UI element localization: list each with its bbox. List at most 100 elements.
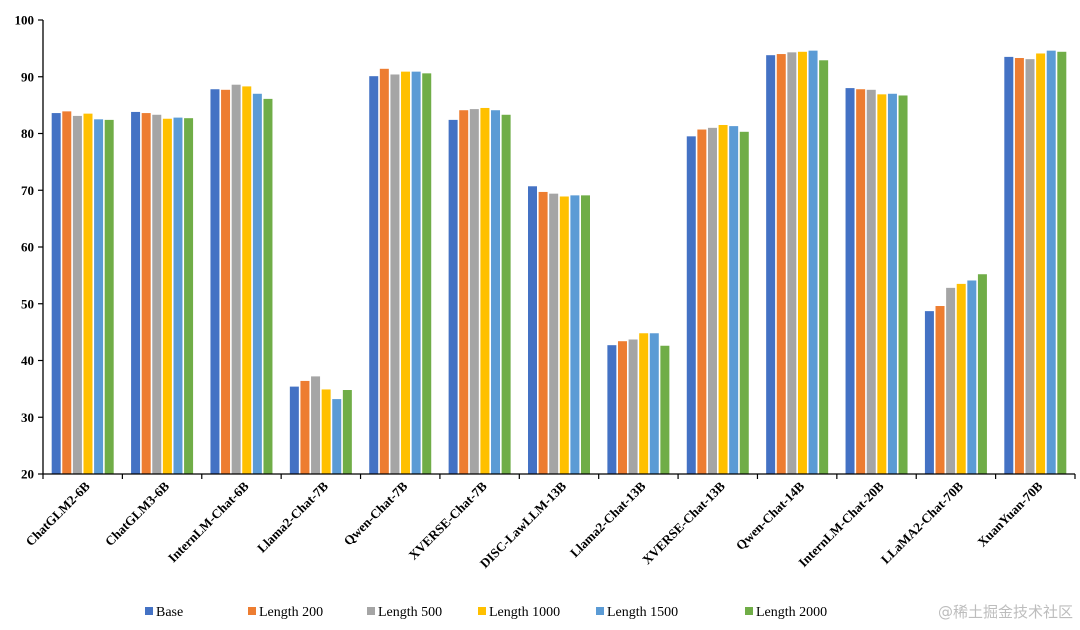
y-axis: 20 30 40 50 60 70 80 90 100 [15,13,44,482]
bar-3-2 [311,376,321,474]
bar-0-4 [94,119,104,474]
y-tick-label: 90 [21,69,34,84]
y-tick-label: 20 [21,467,34,482]
bar-3-4 [332,399,342,474]
bar-9-2 [787,52,797,474]
bar-6-3 [559,196,569,475]
y-tick-label: 50 [21,296,34,311]
legend-swatch [367,607,375,615]
x-category-label: Qwen-Chat-7B [341,478,411,548]
bar-6-1 [538,191,548,474]
bar-1-3 [162,118,172,474]
legend-swatch [745,607,753,615]
bar-12-3 [1036,53,1046,474]
bar-9-4 [808,50,818,475]
x-category-label: InternLM-Chat-20B [795,478,887,570]
bar-8-4 [729,126,739,475]
bar-11-5 [977,274,987,474]
bar-0-1 [62,111,72,475]
x-category-label: InternLM-Chat-6B [165,478,252,565]
bar-1-4 [173,117,183,475]
bar-9-3 [797,51,807,474]
bar-3-1 [300,380,310,474]
bar-2-3 [242,86,252,475]
bar-4-1 [379,68,389,475]
legend-swatch [478,607,486,615]
bar-8-1 [697,129,707,474]
bar-1-5 [184,118,194,475]
bar-4-2 [390,74,400,474]
y-tick-label: 30 [21,410,34,425]
bar-7-1 [617,341,627,474]
bar-7-3 [639,333,649,474]
bar-7-5 [660,345,670,474]
bar-5-0 [448,119,458,474]
bar-5-4 [491,110,501,474]
x-category-label: LLaMA2-Chat-70B [878,478,966,566]
bar-5-5 [501,114,511,475]
bar-8-0 [686,136,696,474]
bar-2-2 [231,84,241,474]
x-category-label: Llama2-Chat-7B [254,478,331,555]
bar-6-5 [581,195,590,475]
bar-3-5 [342,390,352,474]
legend: Base Length 200 Length 500 Length 1000 Lengt… [145,605,827,620]
bar-5-1 [459,110,469,474]
bar-11-4 [967,280,977,474]
y-tick-label: 60 [21,240,34,255]
bar-4-3 [401,71,411,474]
bar-2-1 [221,89,231,475]
x-category-label: DISC-LawLLM-13B [477,478,570,571]
bar-7-2 [628,339,638,474]
bar-11-1 [935,306,945,474]
legend-swatch [596,607,604,615]
bar-8-2 [707,127,717,474]
bar-12-4 [1046,50,1056,475]
legend-label: Length 500 [378,605,442,620]
bar-4-4 [411,71,421,474]
bar-3-0 [289,386,299,474]
bar-0-2 [72,115,82,474]
legend-swatch [248,607,256,615]
x-category-label: ChatGLM2-6B [22,478,93,549]
bar-5-3 [480,107,490,475]
bar-7-4 [649,333,659,474]
bar-6-4 [570,195,580,475]
bar-10-4 [887,93,897,475]
bar-12-5 [1057,51,1067,474]
bar-0-5 [104,119,114,474]
bar-4-5 [422,73,432,474]
watermark: @稀土掘金技术社区 [938,603,1073,621]
bar-10-0 [845,88,855,474]
bar-2-5 [263,98,273,474]
legend-label: Length 200 [259,605,323,620]
bar-0-0 [51,113,61,474]
x-category-label: Qwen-Chat-14B [733,478,808,553]
bar-10-2 [866,89,876,475]
bar-2-4 [252,93,262,475]
bar-5-2 [469,109,479,474]
x-category-label: XVERSE-Chat-7B [406,478,490,562]
bar-6-0 [528,186,537,474]
y-tick-label: 40 [21,353,34,368]
bar-8-5 [739,131,749,475]
bar-6-2 [549,193,559,474]
bar-1-0 [131,111,141,474]
bar-11-2 [946,287,956,474]
bar-12-0 [1004,56,1014,474]
bar-12-1 [1014,58,1024,475]
bar-10-3 [877,94,887,474]
y-tick-label: 70 [21,183,34,198]
legend-label: Base [156,605,183,620]
bar-8-3 [718,124,728,475]
bars-group [51,50,1067,475]
x-category-label: XVERSE-Chat-13B [639,478,728,567]
bar-10-1 [856,89,866,475]
bar-10-5 [898,95,908,474]
x-category-label: ChatGLM3-6B [102,478,173,549]
bar-9-0 [766,55,776,474]
bar-4-0 [369,76,379,475]
bar-0-3 [83,113,93,474]
